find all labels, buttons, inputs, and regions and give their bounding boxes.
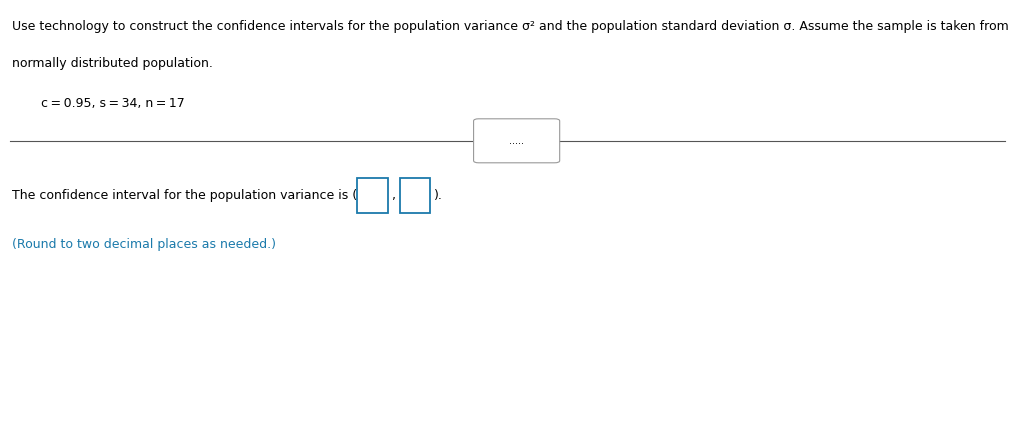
Text: ,: , <box>392 189 396 202</box>
Text: normally distributed population.: normally distributed population. <box>12 57 213 70</box>
Text: Use technology to construct the confidence intervals for the population variance: Use technology to construct the confiden… <box>12 20 1013 33</box>
Text: .....: ..... <box>510 136 524 146</box>
Text: ).: ). <box>435 189 443 202</box>
Text: c = 0.95, s = 34, n = 17: c = 0.95, s = 34, n = 17 <box>41 97 184 110</box>
Text: The confidence interval for the population variance is (: The confidence interval for the populati… <box>12 189 358 202</box>
Text: (Round to two decimal places as needed.): (Round to two decimal places as needed.) <box>12 238 277 251</box>
FancyBboxPatch shape <box>474 119 559 163</box>
